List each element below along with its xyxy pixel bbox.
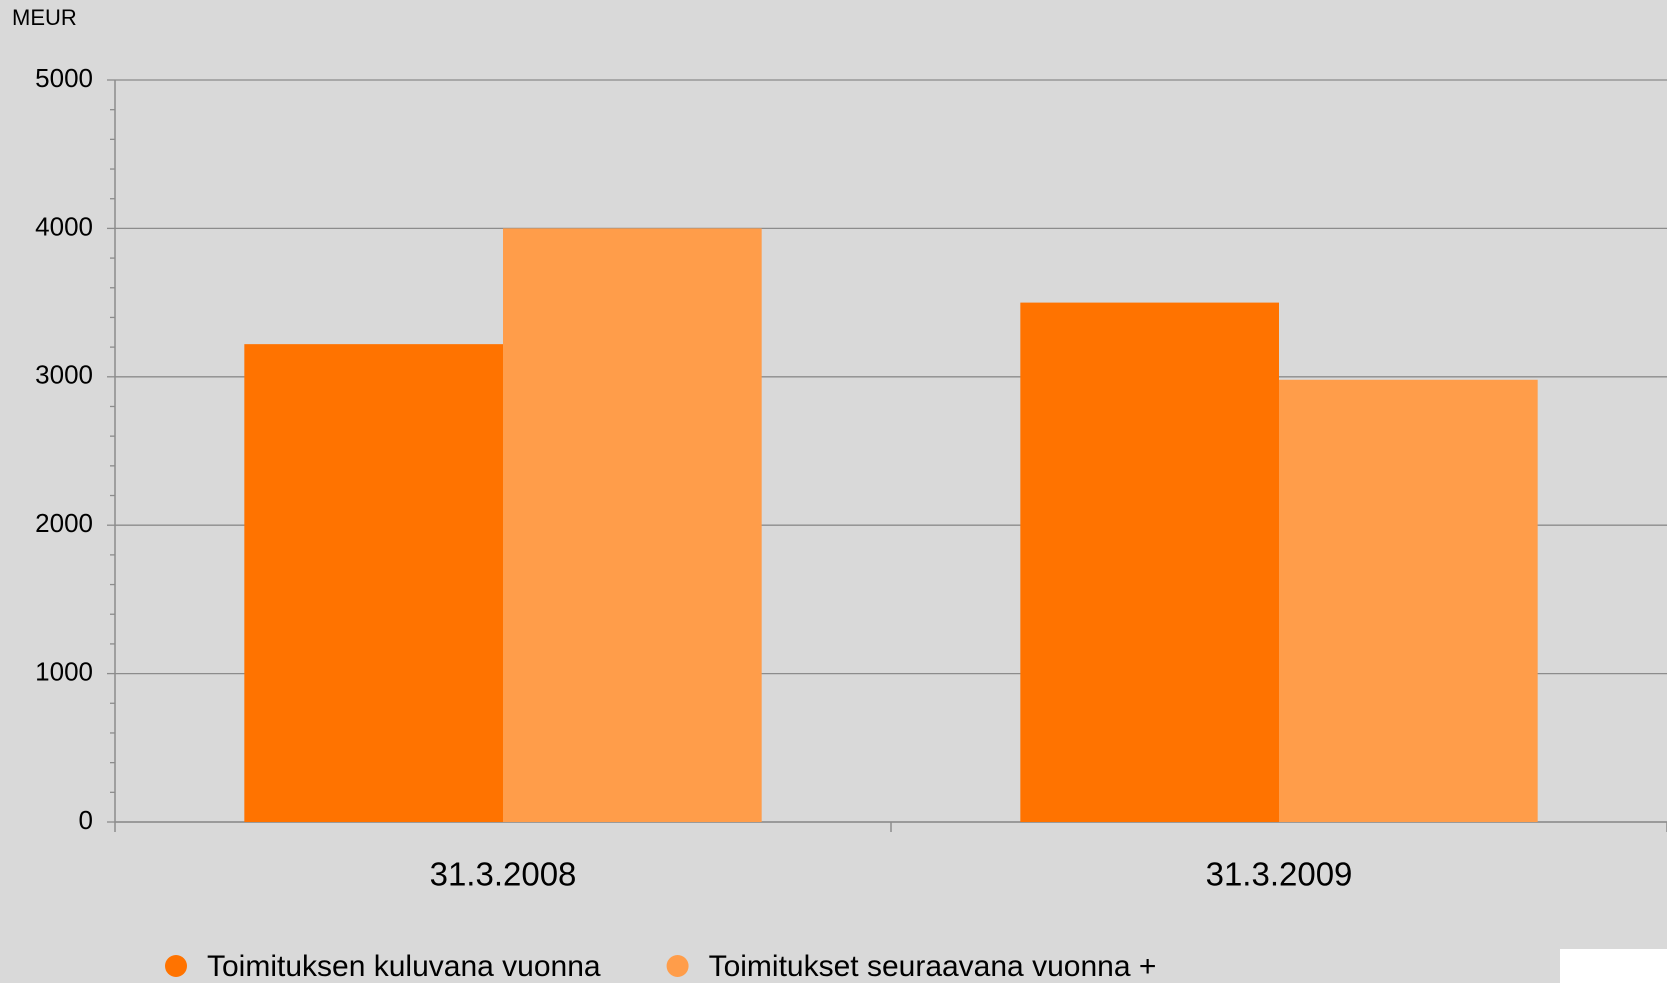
bar [1020, 302, 1279, 823]
legend-label: Toimituksen kuluvana vuonna [207, 950, 601, 983]
legend-marker [666, 955, 689, 977]
y-axis-label: MEUR [12, 5, 77, 30]
bar [1279, 379, 1538, 822]
y-tick-label: 0 [79, 805, 93, 835]
y-tick-label: 5000 [35, 63, 93, 93]
x-tick-label: 31.3.2008 [430, 856, 577, 893]
y-tick-label: 2000 [35, 508, 93, 538]
legend-label: Toimitukset seuraavana vuonna + [709, 950, 1157, 983]
y-tick-label: 4000 [35, 211, 93, 241]
y-tick-label: 3000 [35, 360, 93, 390]
bar [503, 228, 762, 822]
x-tick-label: 31.3.2009 [1206, 856, 1353, 893]
bar [244, 344, 504, 822]
corner-patch [1560, 949, 1667, 983]
legend-marker [165, 955, 187, 977]
y-tick-label: 1000 [35, 656, 93, 686]
